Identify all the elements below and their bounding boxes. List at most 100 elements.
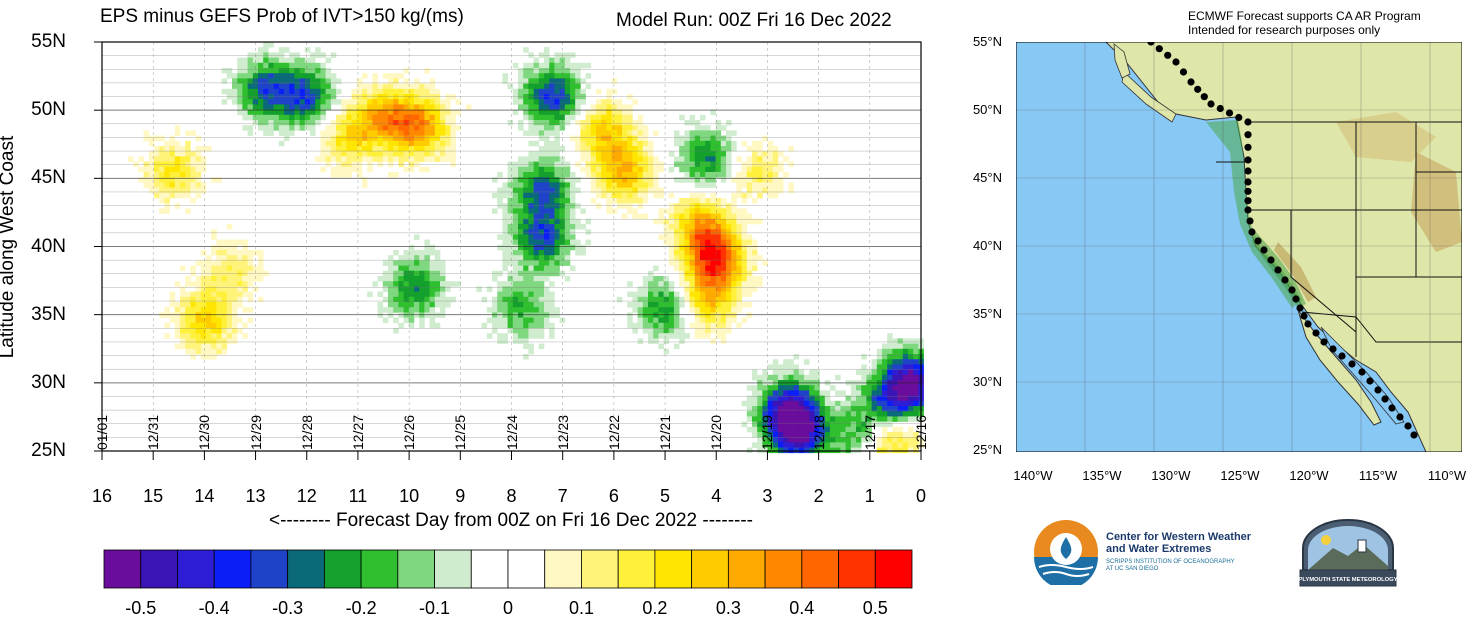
heatmap-cell <box>180 328 186 334</box>
heatmap-cell <box>180 286 186 292</box>
heatmap-cell <box>694 322 701 329</box>
heatmap-cell <box>601 156 607 162</box>
heatmap-cell <box>325 83 332 90</box>
heatmap-cell <box>876 369 883 376</box>
heatmap-cell <box>741 224 748 230</box>
heatmap-cell <box>632 135 638 142</box>
heatmap-cell <box>720 317 727 324</box>
heatmap-cell <box>507 177 514 183</box>
heatmap-cell <box>518 198 524 204</box>
heatmap-cell <box>720 146 727 152</box>
heatmap-cell <box>856 421 862 428</box>
heatmap-cell <box>788 437 794 443</box>
heatmap-cell <box>674 213 680 220</box>
heatmap-cell <box>752 244 758 251</box>
heatmap-cell <box>596 135 602 142</box>
heatmap-cell <box>741 244 748 251</box>
heatmap-cell <box>762 182 768 188</box>
heatmap-cell <box>424 281 430 287</box>
heatmap-cell <box>575 140 581 147</box>
date-tick-label: 12/17 <box>861 414 878 450</box>
heatmap-cell <box>611 99 618 105</box>
heatmap-cell <box>159 172 165 178</box>
heatmap-cell <box>632 208 638 214</box>
heatmap-cell <box>554 218 560 225</box>
heatmap-cell <box>549 265 555 272</box>
heatmap-cell <box>653 187 659 194</box>
heatmap-cell <box>856 447 862 454</box>
heatmap-cell <box>788 432 794 438</box>
heatmap-cell <box>278 109 285 116</box>
heatmap-cell <box>689 177 696 183</box>
heatmap-cell <box>424 104 430 110</box>
heatmap-cell <box>544 296 550 303</box>
heatmap-cell <box>694 302 701 308</box>
heatmap-cell <box>216 291 222 298</box>
heatmap-cell <box>637 187 644 194</box>
heatmap-cell <box>429 281 436 287</box>
heatmap-cell <box>663 307 670 313</box>
heatmap-cell <box>377 151 384 157</box>
date-tick-label: 12/31 <box>145 414 162 450</box>
heatmap-cell <box>164 208 170 214</box>
heatmap-cell <box>185 296 191 303</box>
heatmap-cell <box>429 317 436 324</box>
colorbar-swatch <box>581 549 619 589</box>
heatmap-cell <box>518 265 524 272</box>
heatmap-cell <box>871 359 878 365</box>
heatmap-cell <box>294 125 300 131</box>
heatmap-cell <box>549 218 555 225</box>
heatmap-cell <box>523 213 529 220</box>
heatmap-cell <box>382 73 389 79</box>
heatmap-cell <box>814 385 820 391</box>
heatmap-cell <box>757 255 763 261</box>
heatmap-cell <box>398 260 404 266</box>
heatmap-cell <box>278 140 285 147</box>
credit-line-1: ECMWF Forecast supports CA AR Program <box>1188 9 1421 23</box>
heatmap-cell <box>206 317 212 324</box>
heatmap-cell <box>845 442 852 448</box>
heatmap-cell <box>356 172 363 178</box>
heatmap-cell <box>720 208 727 214</box>
heatmap-cell <box>377 99 384 105</box>
hovmoller-heatmap <box>94 41 924 460</box>
heatmap-cell <box>746 416 753 422</box>
heatmap-cell <box>278 78 285 84</box>
heatmap-cell <box>336 135 342 142</box>
heatmap-cell <box>174 130 181 136</box>
heatmap-cell <box>445 130 451 136</box>
heatmap-cell <box>814 437 820 443</box>
heatmap-cell <box>882 426 888 433</box>
heatmap-cell <box>330 88 337 95</box>
heatmap-cell <box>882 421 888 428</box>
heatmap-cell <box>726 172 732 178</box>
heatmap-cell <box>679 333 685 339</box>
heatmap-cell <box>523 322 529 329</box>
heatmap-cell <box>154 192 160 199</box>
heatmap-cell <box>746 255 753 261</box>
heatmap-cell <box>408 120 415 126</box>
heatmap-cell <box>694 224 701 230</box>
heatmap-cell <box>741 213 748 220</box>
heatmap-cell <box>726 255 732 261</box>
x-axis-label: <-------- Forecast Day from 00Z on Fri 1… <box>268 510 754 531</box>
heatmap-cell <box>341 151 347 157</box>
heatmap-cell <box>382 140 389 147</box>
heatmap-cell <box>351 114 358 121</box>
heatmap-cell <box>538 62 545 69</box>
heatmap-cell <box>902 348 909 355</box>
heatmap-cell <box>533 187 540 194</box>
heatmap-cell <box>523 130 529 136</box>
heatmap-cell <box>445 286 451 292</box>
heatmap-cell <box>169 156 176 162</box>
heatmap-cell <box>772 364 779 370</box>
heatmap-cell <box>575 135 581 142</box>
heatmap-cell <box>741 166 748 173</box>
heatmap-cell <box>538 255 545 261</box>
heatmap-cell <box>377 146 384 152</box>
heatmap-cell <box>606 177 612 183</box>
heatmap-cell <box>538 302 545 308</box>
heatmap-cell <box>913 432 919 438</box>
heatmap-cell <box>549 250 555 256</box>
heatmap-cell <box>544 68 550 74</box>
